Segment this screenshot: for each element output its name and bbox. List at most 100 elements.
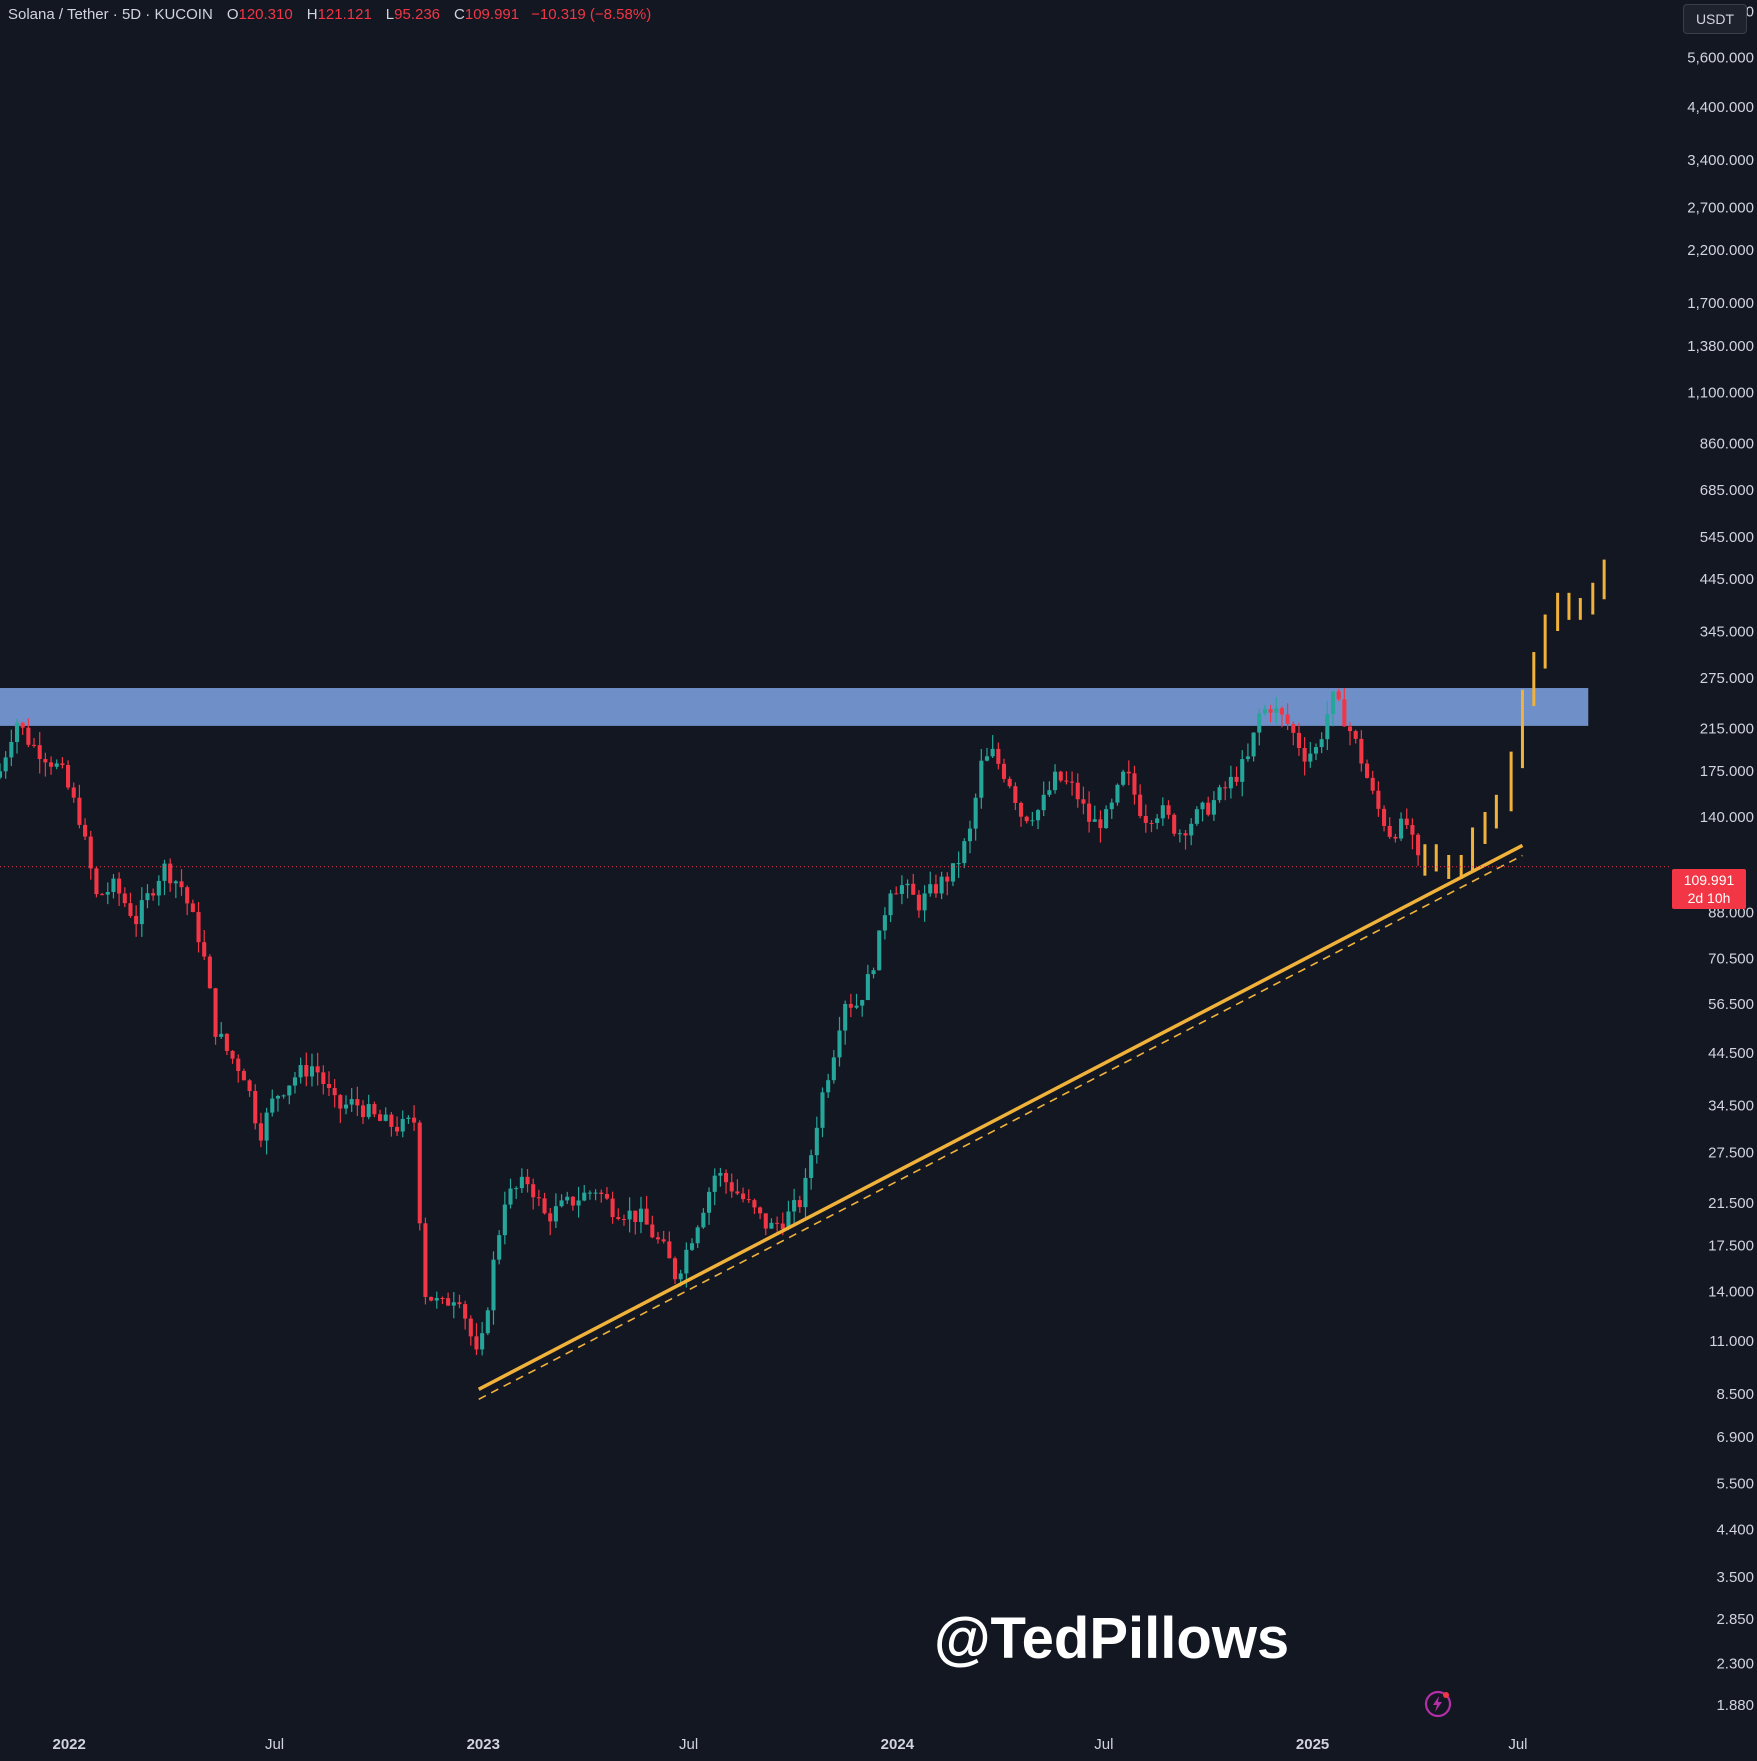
candle-2023-08-03 bbox=[724, 1172, 729, 1183]
candle-2024-08-22 bbox=[1160, 805, 1165, 819]
candle-2024-07-23 bbox=[1126, 771, 1131, 774]
candle-2024-01-10 bbox=[905, 883, 910, 886]
candle-2022-07-24 bbox=[298, 1065, 303, 1078]
candle-2022-04-10 bbox=[179, 881, 184, 888]
candle-2024-12-30 bbox=[1308, 753, 1313, 762]
y-tick-label: 14.000 bbox=[1708, 1283, 1754, 1300]
candle-2024-10-31 bbox=[1240, 759, 1245, 782]
candle-2023-06-14 bbox=[667, 1241, 672, 1259]
candle-2023-04-20 bbox=[604, 1194, 609, 1199]
candle-2022-08-18 bbox=[326, 1084, 332, 1089]
candle-2024-07-03 bbox=[1104, 809, 1109, 829]
candle-2025-03-25 bbox=[1404, 818, 1409, 826]
y-tick-label: 5,600.000 bbox=[1687, 49, 1754, 66]
candle-2024-06-03 bbox=[1070, 781, 1075, 783]
y-tick-label: 4.400 bbox=[1716, 1522, 1754, 1539]
candle-2023-08-08 bbox=[729, 1182, 734, 1192]
last-price-value: 109.991 bbox=[1683, 872, 1735, 888]
candle-2022-01-10 bbox=[77, 797, 82, 825]
candle-2024-10-16 bbox=[1223, 787, 1228, 789]
candle-2021-12-06 bbox=[37, 745, 42, 760]
currency-button[interactable]: USDT bbox=[1683, 4, 1747, 34]
y-tick-label: 2.300 bbox=[1716, 1655, 1754, 1672]
candle-2023-09-02 bbox=[758, 1207, 763, 1214]
candle-2022-10-12 bbox=[389, 1114, 394, 1127]
candle-2022-07-19 bbox=[292, 1077, 298, 1086]
y-tick-label: 175.000 bbox=[1700, 763, 1754, 780]
candle-2023-07-09 bbox=[695, 1227, 700, 1244]
symbol-header: Solana / Tether · 5D · KUCOIN O 120.310 H… bbox=[8, 6, 651, 23]
y-tick-label: 17.500 bbox=[1708, 1237, 1754, 1254]
x-tick-label: 2023 bbox=[467, 1736, 500, 1753]
candle-2023-10-22 bbox=[814, 1127, 819, 1156]
high-label: H bbox=[306, 6, 318, 23]
candle-2024-10-01 bbox=[1206, 802, 1211, 815]
candle-2024-12-15 bbox=[1291, 723, 1296, 733]
x-tick-label: 2022 bbox=[53, 1736, 86, 1753]
candle-2021-12-01 bbox=[31, 744, 37, 746]
candle-2024-11-10 bbox=[1251, 732, 1256, 757]
candle-2022-06-29 bbox=[270, 1098, 275, 1113]
candle-2023-09-12 bbox=[769, 1222, 774, 1229]
candle-2022-08-08 bbox=[315, 1066, 320, 1073]
symbol-title[interactable]: Solana / Tether · 5D · KUCOIN bbox=[8, 6, 213, 23]
candle-2024-02-19 bbox=[950, 863, 955, 882]
candle-2021-12-26 bbox=[60, 763, 65, 766]
y-tick-label: 5.500 bbox=[1716, 1476, 1754, 1493]
candle-2022-01-15 bbox=[83, 824, 88, 837]
candle-2024-02-09 bbox=[939, 876, 944, 894]
candle-2022-06-24 bbox=[264, 1112, 269, 1141]
candle-2022-10-27 bbox=[406, 1117, 411, 1119]
candle-2025-01-09 bbox=[1319, 739, 1324, 748]
candle-2024-07-13 bbox=[1115, 784, 1120, 803]
candle-2022-03-01 bbox=[134, 915, 139, 925]
candle-2023-10-27 bbox=[820, 1092, 825, 1128]
low-label: L bbox=[385, 6, 395, 23]
candle-2022-05-15 bbox=[219, 1033, 224, 1037]
y-tick-label: 27.500 bbox=[1708, 1144, 1754, 1161]
candle-2025-01-29 bbox=[1342, 699, 1347, 727]
candle-2023-02-14 bbox=[531, 1184, 536, 1198]
candle-2023-07-14 bbox=[701, 1212, 706, 1228]
candle-2022-07-09 bbox=[281, 1095, 286, 1097]
candle-2023-04-05 bbox=[587, 1192, 592, 1194]
candle-2024-04-04 bbox=[1001, 763, 1007, 779]
candle-2024-10-26 bbox=[1234, 776, 1239, 782]
candle-2022-12-06 bbox=[451, 1302, 456, 1306]
candle-2023-08-13 bbox=[735, 1191, 740, 1194]
open-label: O bbox=[226, 6, 239, 23]
candle-2021-12-21 bbox=[54, 763, 59, 767]
candle-2025-03-10 bbox=[1387, 825, 1392, 837]
candle-2022-04-30 bbox=[202, 942, 207, 957]
lightning-icon[interactable] bbox=[1424, 1690, 1452, 1718]
candle-2025-02-18 bbox=[1364, 763, 1370, 778]
candle-2024-08-17 bbox=[1155, 818, 1160, 823]
close-label: C bbox=[454, 6, 465, 23]
y-tick-label: 4,400.000 bbox=[1687, 99, 1754, 116]
candle-2023-06-19 bbox=[672, 1258, 678, 1280]
support-trendline-dashed bbox=[478, 854, 1523, 1400]
candle-2022-12-26 bbox=[474, 1336, 479, 1350]
y-tick-label: 275.000 bbox=[1700, 670, 1754, 687]
candle-2023-12-06 bbox=[865, 974, 870, 1001]
candle-2023-07-29 bbox=[718, 1172, 723, 1176]
candle-2022-08-13 bbox=[321, 1072, 326, 1085]
candle-2022-08-23 bbox=[332, 1088, 337, 1096]
candle-2024-06-18 bbox=[1087, 803, 1092, 822]
candle-2024-10-11 bbox=[1217, 787, 1222, 801]
candle-2023-10-12 bbox=[803, 1177, 808, 1208]
candle-2023-11-16 bbox=[843, 1003, 848, 1031]
candle-2022-03-31 bbox=[168, 863, 173, 884]
candle-2024-03-30 bbox=[996, 748, 1001, 764]
candle-2024-01-20 bbox=[916, 894, 921, 911]
candle-2023-05-25 bbox=[644, 1208, 649, 1225]
candle-2022-07-29 bbox=[304, 1065, 309, 1077]
candle-2023-01-25 bbox=[508, 1188, 513, 1205]
candle-2023-02-09 bbox=[525, 1176, 530, 1185]
candle-2022-07-14 bbox=[287, 1085, 292, 1096]
candle-2022-09-22 bbox=[366, 1104, 371, 1118]
candle-2021-11-06 bbox=[3, 757, 8, 772]
candle-2025-02-03 bbox=[1347, 726, 1353, 732]
